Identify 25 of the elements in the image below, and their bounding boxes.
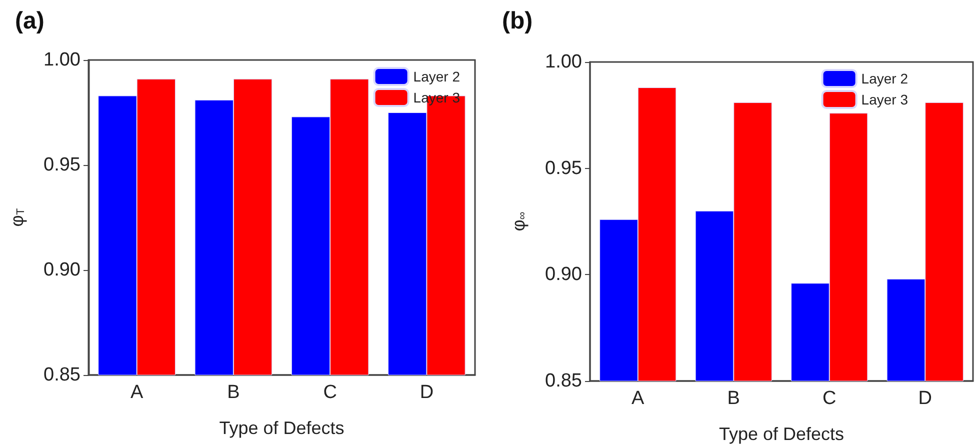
x-tick-label: A [632, 388, 645, 409]
legend-label: Layer 2 [861, 70, 908, 86]
y-tick-label: 0.95 [44, 154, 80, 176]
y-tick-label: 0.85 [44, 364, 80, 386]
y-axis-title: φT [7, 208, 27, 227]
x-tick-label: C [323, 382, 337, 403]
x-axis-title: Type of Defects [219, 418, 344, 438]
chart-title: (b) [502, 8, 533, 34]
x-tick-label: B [727, 388, 740, 409]
x-tick-label: C [822, 388, 836, 409]
y-tick-label: 0.95 [545, 158, 582, 179]
legend-label: Layer 3 [861, 92, 908, 108]
x-tick-label: D [420, 382, 434, 403]
y-tick-label: 1.00 [545, 52, 582, 72]
legend-label: Layer 2 [413, 68, 460, 84]
y-tick-label: 0.85 [545, 370, 582, 392]
x-tick-label: A [130, 382, 144, 403]
y-tick-label: 0.90 [44, 260, 80, 280]
chart-title: (a) [15, 8, 44, 34]
y-tick-label: 0.90 [545, 264, 582, 286]
x-tick-label: B [227, 382, 240, 403]
y-tick-label: 1.00 [44, 50, 80, 70]
x-tick-label: D [918, 388, 932, 409]
y-axis-title: φ∞ [508, 212, 528, 232]
x-axis-title: Type of Defects [718, 424, 844, 444]
